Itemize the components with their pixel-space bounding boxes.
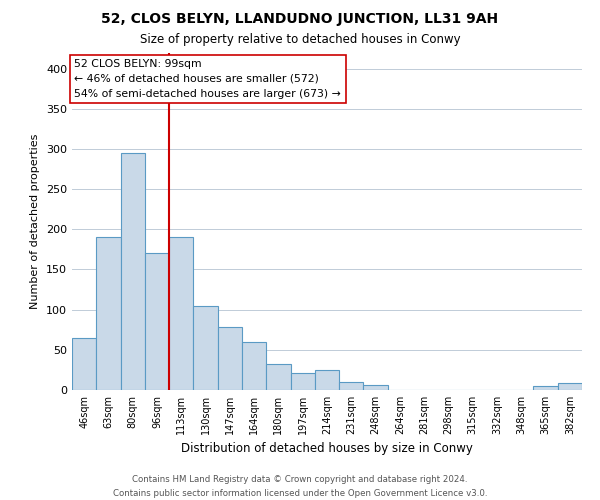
Y-axis label: Number of detached properties: Number of detached properties bbox=[31, 134, 40, 309]
Bar bbox=[169, 238, 193, 390]
Bar bbox=[339, 382, 364, 390]
Bar bbox=[121, 153, 145, 390]
Bar bbox=[145, 254, 169, 390]
Bar bbox=[364, 385, 388, 390]
Bar bbox=[72, 338, 96, 390]
Bar bbox=[242, 342, 266, 390]
Bar bbox=[96, 238, 121, 390]
Text: 52 CLOS BELYN: 99sqm
← 46% of detached houses are smaller (572)
54% of semi-deta: 52 CLOS BELYN: 99sqm ← 46% of detached h… bbox=[74, 59, 341, 98]
Bar bbox=[290, 373, 315, 390]
Bar bbox=[315, 370, 339, 390]
Text: 52, CLOS BELYN, LLANDUDNO JUNCTION, LL31 9AH: 52, CLOS BELYN, LLANDUDNO JUNCTION, LL31… bbox=[101, 12, 499, 26]
X-axis label: Distribution of detached houses by size in Conwy: Distribution of detached houses by size … bbox=[181, 442, 473, 456]
Text: Contains HM Land Registry data © Crown copyright and database right 2024.
Contai: Contains HM Land Registry data © Crown c… bbox=[113, 476, 487, 498]
Bar bbox=[193, 306, 218, 390]
Bar bbox=[533, 386, 558, 390]
Bar bbox=[558, 383, 582, 390]
Text: Size of property relative to detached houses in Conwy: Size of property relative to detached ho… bbox=[140, 32, 460, 46]
Bar bbox=[218, 326, 242, 390]
Bar bbox=[266, 364, 290, 390]
